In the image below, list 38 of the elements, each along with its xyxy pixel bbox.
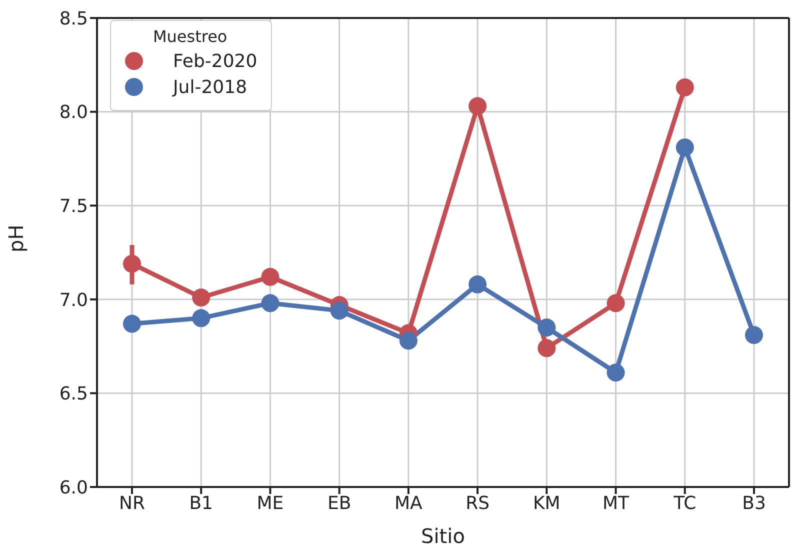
point: [606, 294, 625, 312]
y-tick-label: 6.5: [59, 384, 88, 405]
x-tick-label: TC: [672, 492, 696, 514]
legend-label: Jul-2018: [173, 76, 248, 98]
point: [330, 302, 348, 320]
x-tick-label: MA: [394, 492, 424, 514]
point: [123, 254, 141, 273]
point: [745, 326, 763, 344]
x-tick-label: KM: [532, 492, 560, 514]
point: [606, 364, 625, 382]
point: [676, 138, 694, 156]
x-tick-label: B1: [189, 492, 214, 514]
x-tick-label: ME: [256, 492, 284, 514]
x-axis-title: Sitio: [421, 524, 465, 548]
point: [261, 294, 280, 312]
point: [192, 288, 210, 307]
legend-label: Feb-2020: [173, 50, 258, 72]
x-tick-label: RS: [466, 492, 490, 514]
x-tick-label: EB: [327, 492, 352, 514]
point: [538, 318, 556, 337]
y-tick-label: 8.5: [59, 8, 88, 30]
x-tick-label: B3: [742, 492, 766, 514]
y-tick-label: 7.5: [59, 196, 88, 217]
point: [399, 332, 418, 350]
y-tick-label: 8.0: [59, 102, 88, 124]
point: [123, 314, 141, 333]
x-tick-label: NR: [119, 492, 145, 514]
legend-title: Muestreo: [152, 27, 228, 46]
y-tick-label: 7.0: [59, 290, 88, 311]
point: [538, 339, 556, 358]
y-axis-title: pH: [4, 224, 28, 252]
point: [468, 275, 487, 294]
point: [468, 97, 487, 116]
x-tick-label: MT: [602, 492, 630, 514]
point: [676, 78, 694, 96]
y-tick-label: 6.0: [59, 477, 88, 498]
point: [261, 268, 280, 286]
point: [192, 309, 210, 328]
